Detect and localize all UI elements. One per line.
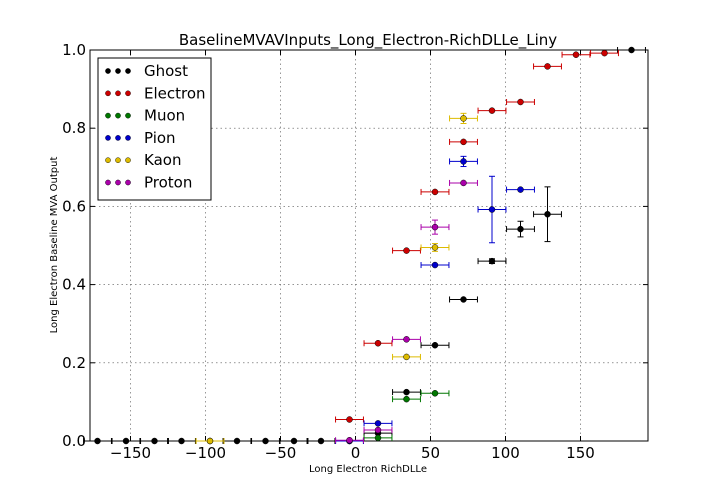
data-point — [346, 416, 353, 423]
data-point — [403, 336, 410, 343]
data-point — [517, 98, 524, 106]
data-point — [346, 436, 353, 444]
data-point — [460, 179, 467, 187]
data-point — [572, 51, 580, 58]
series-muon — [363, 390, 450, 442]
legend-label-electron: Electron — [144, 84, 206, 102]
data-point — [374, 434, 382, 442]
legend-box — [97, 57, 212, 201]
legend-marker — [105, 68, 111, 74]
legend-marker — [105, 179, 111, 186]
legend-label-muon: Muon — [144, 107, 185, 125]
legend-marker — [125, 179, 131, 186]
x-tick-label: −100 — [185, 444, 226, 462]
data-point — [403, 388, 410, 396]
data-point — [206, 437, 214, 445]
legend-marker — [125, 90, 131, 97]
y-axis-label: Long Electron Baseline MVA Output — [49, 157, 60, 334]
data-point — [488, 206, 496, 213]
legend-marker — [115, 157, 121, 163]
legend-marker — [125, 157, 131, 163]
series-kaon — [195, 112, 478, 445]
data-point — [262, 437, 269, 445]
data-point — [544, 63, 551, 70]
legend-label-kaon: Kaon — [144, 151, 181, 169]
data-point — [488, 257, 496, 265]
data-point — [460, 138, 467, 146]
series-proton — [335, 179, 478, 444]
data-point — [628, 46, 635, 54]
legend-label-ghost: Ghost — [144, 62, 188, 80]
y-tick-label: 0.6 — [62, 197, 86, 215]
legend-marker — [115, 90, 121, 97]
x-tick-label: 100 — [491, 444, 520, 462]
x-axis-label: Long Electron RichDLLe — [309, 464, 427, 475]
data-point — [431, 261, 439, 269]
legend-label-proton: Proton — [144, 174, 192, 192]
legend-label-pion: Pion — [144, 129, 176, 147]
data-point — [403, 353, 410, 361]
data-point — [431, 341, 439, 349]
y-tick-label: 0.2 — [62, 354, 86, 372]
legend-marker — [105, 90, 111, 97]
data-point — [517, 225, 524, 233]
y-tick-label: 0.4 — [62, 276, 86, 294]
data-point — [431, 188, 439, 196]
legend-marker — [125, 135, 131, 141]
legend-marker — [125, 68, 131, 74]
data-point — [317, 437, 325, 445]
data-point — [544, 210, 551, 218]
legend-marker — [105, 112, 111, 119]
series-pion — [335, 155, 535, 445]
data-point — [460, 296, 467, 303]
data-point — [517, 186, 524, 193]
data-point — [403, 395, 410, 403]
data-point — [178, 437, 185, 445]
chart-title: BaselineMVAVInputs_Long_Electron-RichDLL… — [179, 31, 557, 50]
legend-marker — [115, 179, 121, 186]
data-point — [290, 437, 298, 445]
y-tick-label: 0.0 — [62, 432, 86, 450]
data-point — [151, 437, 158, 445]
data-point — [431, 223, 439, 231]
y-tick-label: 1.0 — [62, 41, 86, 59]
data-point — [403, 247, 410, 254]
data-point — [431, 390, 439, 397]
x-tick-label: −150 — [110, 444, 151, 462]
data-point — [431, 244, 439, 251]
data-point — [488, 107, 496, 114]
data-point — [94, 437, 101, 445]
x-tick-label: 50 — [421, 444, 440, 462]
series-electron — [335, 49, 619, 423]
data-point — [601, 49, 608, 57]
legend-marker — [105, 157, 111, 163]
x-tick-label: 0 — [351, 444, 361, 462]
data-point — [460, 158, 467, 165]
data-point — [374, 340, 382, 347]
data-point — [374, 420, 382, 427]
axes-frame — [89, 49, 649, 442]
y-tick-label: 0.8 — [62, 119, 86, 137]
legend-marker — [125, 112, 131, 119]
plot-area: −150 −100 −50 0 50 100 150 0.0 0.2 0.4 0.6 0.8 1.0 — [62, 41, 649, 462]
x-tick-label: 150 — [566, 444, 595, 462]
x-tick-label: −50 — [265, 444, 297, 462]
data-point — [233, 437, 241, 445]
legend-marker — [105, 135, 111, 141]
data-point — [122, 437, 130, 445]
data-point — [374, 426, 382, 434]
legend: Ghost Electron Muon Pion Kaon Proton — [97, 57, 212, 201]
legend-marker — [115, 135, 121, 141]
data-point — [460, 115, 467, 122]
legend-marker — [115, 112, 121, 119]
legend-marker — [115, 68, 121, 74]
series-ghost — [83, 46, 646, 445]
